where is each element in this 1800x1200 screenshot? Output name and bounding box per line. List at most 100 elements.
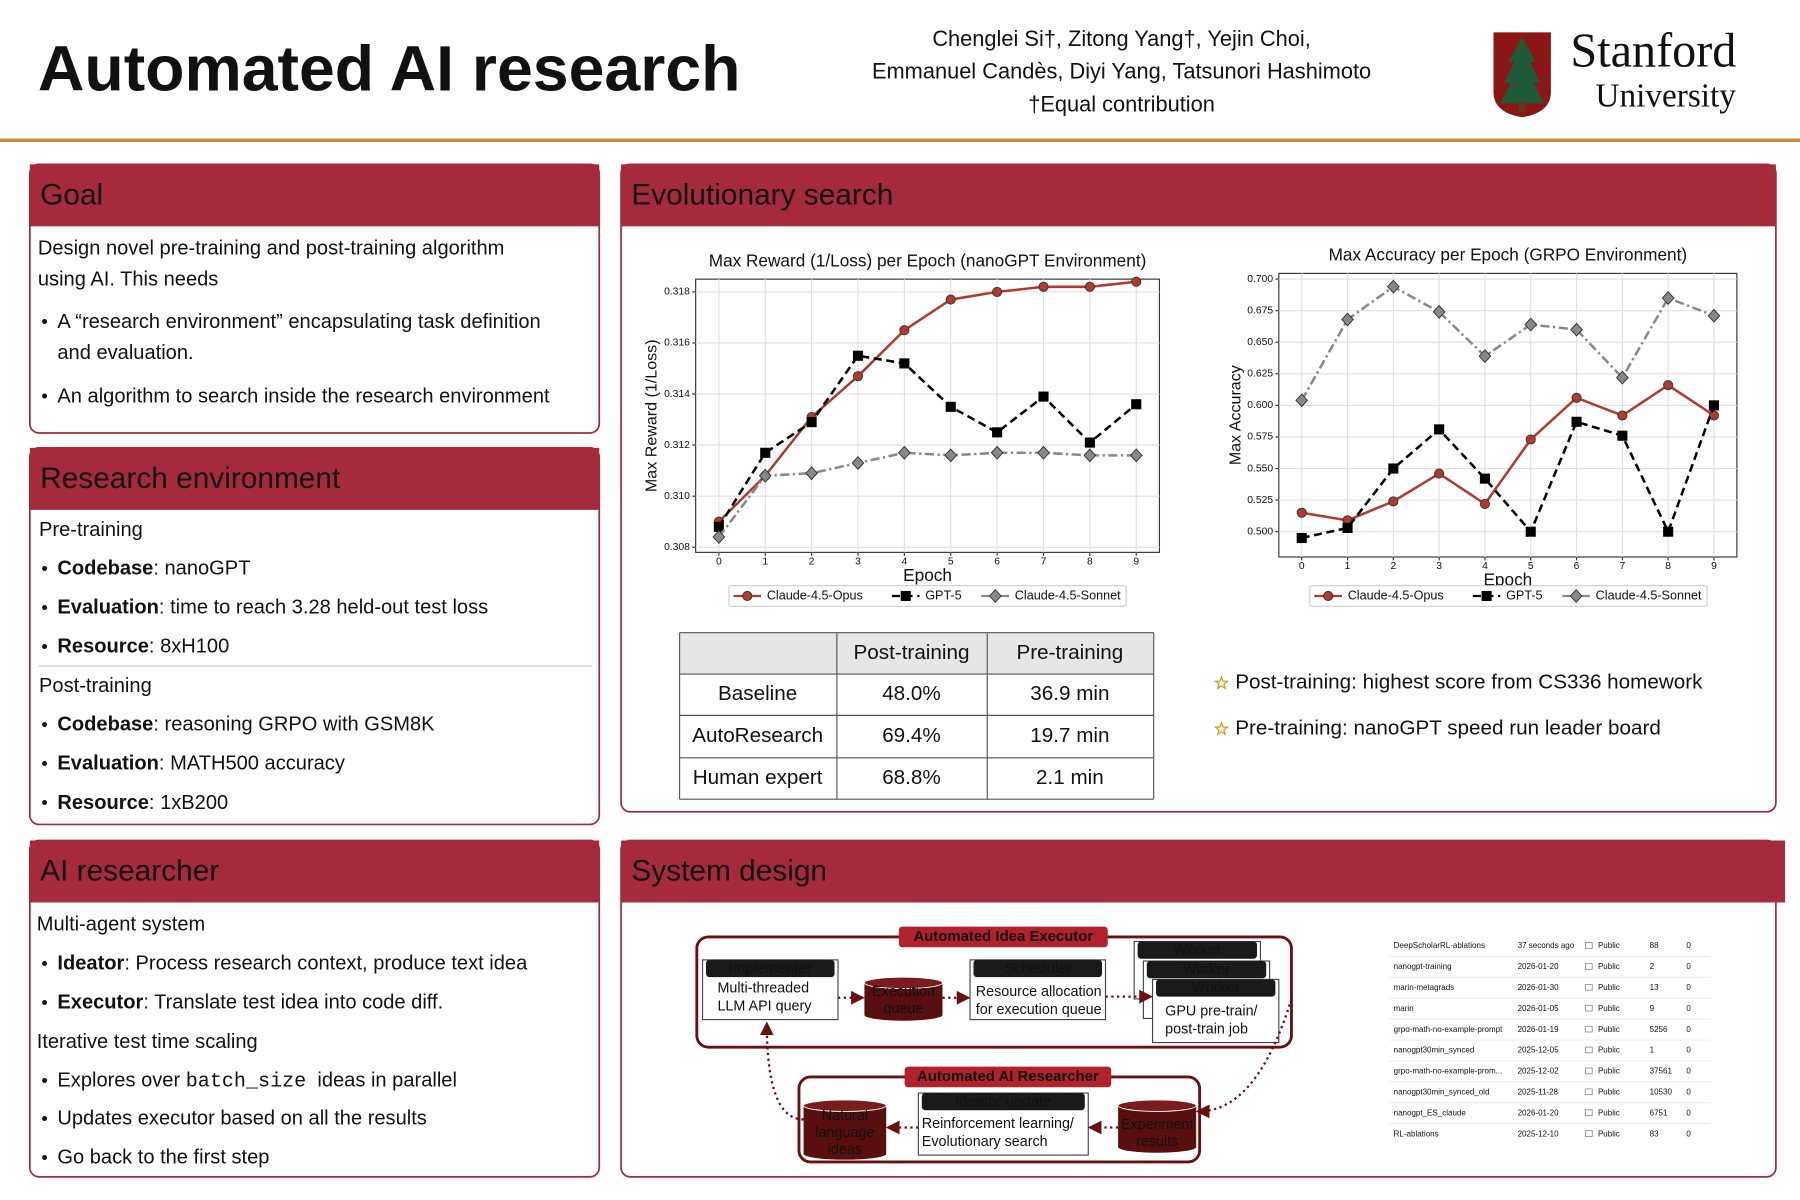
y-tick-label: 0.316: [664, 338, 690, 349]
diagram-card-title: Scheduler: [1004, 960, 1071, 977]
y-tick-label: 0.575: [1247, 432, 1273, 443]
data-point: [806, 417, 817, 428]
data-point: [1615, 370, 1629, 385]
data-point: [1434, 424, 1445, 435]
repo-cell: grpo-math-no-example-prom...: [1394, 1067, 1503, 1076]
goal-bullet: and evaluation.: [57, 342, 193, 364]
authors-line: †Equal contribution: [1028, 92, 1215, 117]
diagram-card-header: [1137, 941, 1258, 959]
item-label: Evaluation: [57, 753, 159, 775]
x-tick-label: 1: [762, 556, 768, 567]
data-point: [992, 286, 1003, 297]
repo-cell: marin: [1394, 1004, 1414, 1013]
repo-cell: 0: [1686, 1067, 1691, 1076]
data-point: [899, 358, 910, 369]
data-point: [1037, 445, 1050, 460]
lock-icon: [1584, 1067, 1593, 1075]
repo-cell: 2025-12-10: [1518, 1129, 1560, 1138]
cylinder: [1118, 1099, 1197, 1153]
x-tick-label: 0: [1299, 561, 1305, 572]
data-point: [1570, 322, 1583, 337]
x-tick-label: 8: [1087, 556, 1093, 567]
authors-line: Chenglei Si†, Zitong Yang†, Yejin Choi,: [932, 26, 1310, 51]
repo-cell: 0: [1686, 983, 1691, 992]
series-line: [717, 451, 1137, 538]
goal-bullet: A “research environment” encapsulating t…: [57, 311, 540, 333]
section-header: [29, 447, 600, 510]
bullet: •: [41, 635, 47, 656]
series-line: [1301, 404, 1716, 540]
section-heading: Evolutionary search: [631, 178, 893, 211]
repo-cell: 2026-01-30: [1518, 983, 1560, 992]
item-part: ideas in parallel: [306, 1070, 457, 1092]
data-point: [712, 530, 726, 545]
x-tick-label: 5: [948, 556, 954, 567]
repo-cell: grpo-math-no-example-prompt: [1394, 1025, 1503, 1034]
item-label: Codebase: [57, 714, 153, 736]
note: Post-training: highest score from CS336 …: [1235, 671, 1703, 694]
repo-cell: 0: [1686, 1129, 1691, 1138]
x-tick-label: 6: [994, 556, 1000, 567]
repo-cell: 37561: [1650, 1067, 1673, 1076]
diagram-card-header: [921, 1093, 1085, 1111]
diagram-card-text: GPU pre-train/: [1165, 1003, 1257, 1019]
repo-cell: Public: [1598, 1046, 1620, 1055]
diagram-arrow: [1195, 998, 1293, 1119]
data-point: [898, 445, 911, 460]
data-point: [1525, 434, 1536, 445]
table-header: Pre-training: [1017, 641, 1124, 664]
data-point: [1571, 416, 1582, 427]
list-item: Resource: 1xB200: [57, 792, 228, 814]
x-tick-label: 7: [1619, 561, 1625, 572]
item-label: Codebase: [57, 558, 153, 580]
table-cell: 36.9 min: [1030, 682, 1109, 705]
data-point: [1296, 532, 1307, 544]
x-tick-label: 2: [809, 556, 815, 567]
goal-bullet: An algorithm to search inside the resear…: [57, 386, 550, 408]
logo-tree: [1500, 36, 1545, 104]
legend-label: Claude-4.5-Opus: [1348, 588, 1444, 602]
bullet: •: [41, 991, 47, 1012]
section-header: [621, 840, 1786, 903]
plot-area: [695, 278, 1161, 553]
data-point: [944, 448, 958, 463]
legend-marker: [1323, 590, 1334, 602]
item-text: Go back to the first step: [57, 1147, 269, 1169]
repo-cell: 2026-01-05: [1518, 1004, 1560, 1013]
data-point: [1708, 400, 1720, 411]
x-tick-label: 3: [1436, 561, 1442, 572]
diagram-card-title: Worker: [1192, 980, 1240, 997]
poster-title: Automated AI research: [38, 33, 741, 105]
repo-cell: 6751: [1650, 1108, 1668, 1117]
repo-cell: 37 seconds ago: [1518, 941, 1575, 950]
data-point: [1388, 496, 1399, 507]
diagram-card-text: Reinforcement learning/: [922, 1116, 1074, 1132]
repo-cell: 0: [1686, 941, 1691, 950]
legend-label: Claude-4.5-Sonnet: [1015, 588, 1121, 602]
data-point: [1524, 317, 1538, 332]
cylinder-label: language: [815, 1125, 874, 1141]
data-point: [1296, 507, 1307, 518]
repo-cell: 2026-01-19: [1518, 1025, 1560, 1034]
table-cell: 48.0%: [882, 682, 941, 705]
diagram-card-text: Resource allocation: [976, 984, 1102, 1000]
y-axis-label: Max Accuracy: [1227, 365, 1245, 465]
logo-subname: University: [1595, 78, 1736, 115]
item-text: Updates executor based on all the result…: [57, 1108, 426, 1130]
item-part: Explores over: [57, 1070, 185, 1092]
list-item: Codebase: reasoning GRPO with GSM8K: [57, 714, 435, 736]
diagram-card-text: Multi-threaded: [717, 980, 809, 996]
group-name: Multi-agent system: [37, 914, 206, 936]
repo-cell: 0: [1686, 1004, 1691, 1013]
diagram-card-text: post-train job: [1165, 1022, 1248, 1038]
x-tick-label: 2: [1390, 561, 1396, 572]
legend-marker: [900, 590, 911, 602]
y-tick-label: 0.308: [664, 542, 690, 553]
data-point: [1341, 312, 1354, 327]
legend-marker: [742, 590, 753, 602]
star-icon: [1213, 721, 1229, 736]
y-tick-label: 0.500: [1247, 526, 1273, 537]
cylinder-top: [803, 1099, 887, 1112]
item-text: : 1xB200: [149, 792, 228, 814]
chart-title: Max Accuracy per Epoch (GRPO Environment…: [1329, 245, 1688, 265]
